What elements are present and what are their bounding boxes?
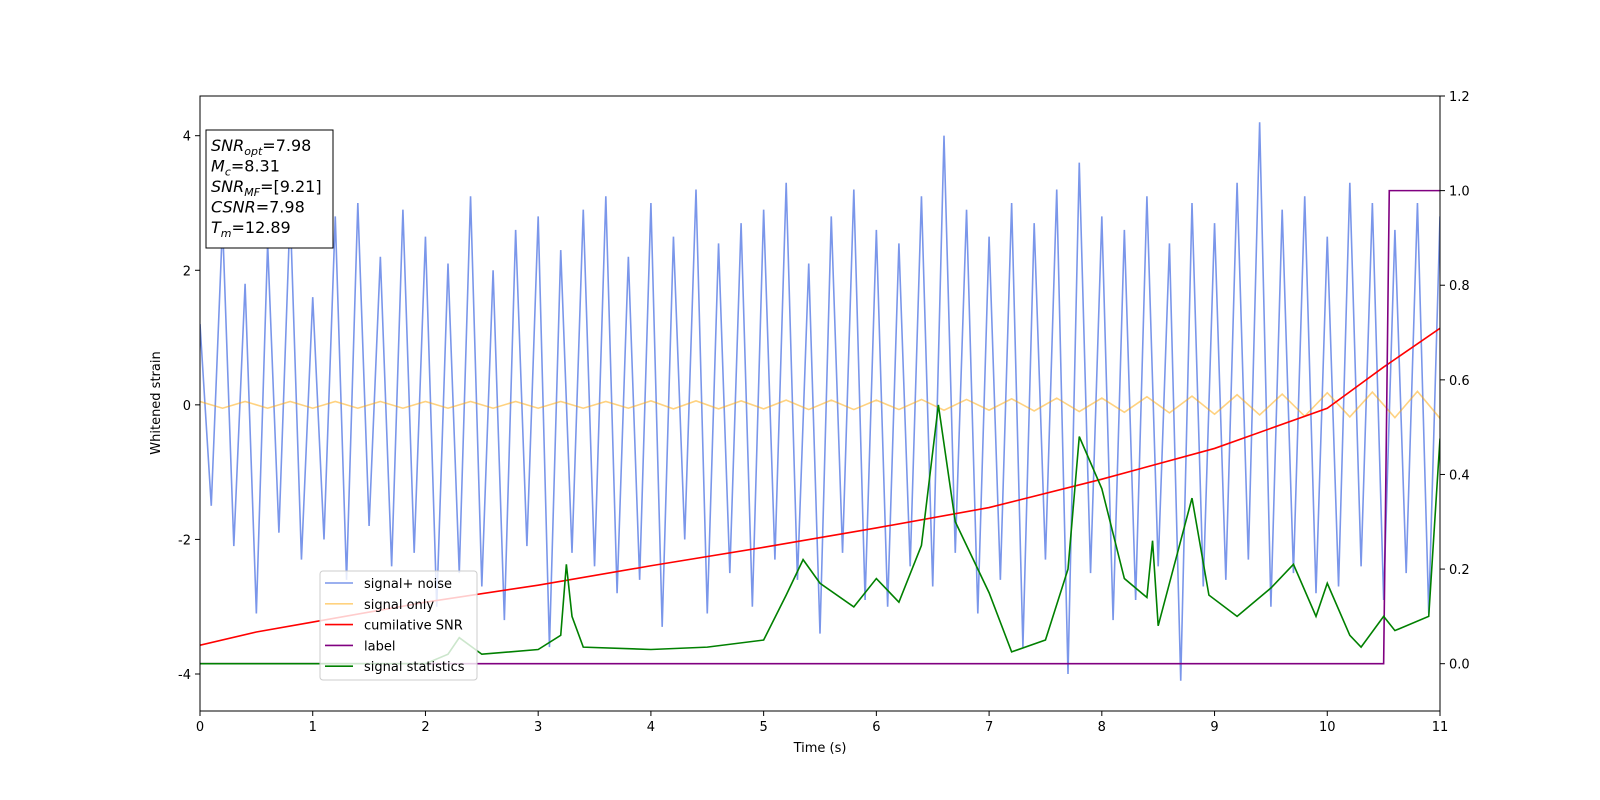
- y2-tick-label: 0.4: [1449, 468, 1470, 483]
- annotation-symbol: SNR: [211, 136, 244, 155]
- legend-label: signal only: [364, 598, 434, 613]
- x-tick-label: 2: [421, 720, 429, 735]
- x-tick-label: 9: [1210, 720, 1218, 735]
- annotation-symbol: CSNR: [211, 198, 256, 217]
- annotation-subscript: c: [225, 166, 231, 179]
- plot-frame: [199, 95, 1441, 712]
- y-tick-label: -2: [178, 533, 191, 548]
- legend-box: [319, 570, 478, 681]
- legend-label: label: [364, 639, 395, 654]
- x-tick-label: 11: [1432, 720, 1449, 735]
- y-axis-label: Whitened strain: [149, 351, 164, 454]
- series-line: [200, 390, 1440, 419]
- annotation-symbol: SNR: [211, 177, 244, 196]
- x-tick-label: 3: [534, 720, 542, 735]
- annotation-subscript: MF: [244, 186, 260, 199]
- annotation-value: =8.31: [231, 157, 280, 176]
- y-tick-label: -4: [178, 668, 191, 683]
- legend-label: signal statistics: [364, 660, 465, 675]
- legend-label: cumilative SNR: [364, 619, 463, 634]
- x-tick-label: 5: [759, 720, 767, 735]
- annotation-line: Mc=8.31: [211, 157, 280, 179]
- series-line: [200, 122, 1440, 681]
- x-tick-label: 1: [309, 720, 317, 735]
- annotation-subscript: opt: [244, 145, 263, 158]
- y-tick-label: 0: [183, 399, 191, 414]
- annotation-box: [205, 129, 334, 249]
- x-tick-label: 4: [647, 720, 655, 735]
- annotation-value: =[9.21]: [260, 177, 322, 196]
- series-line: [200, 189, 1440, 665]
- y2-tick-label: 0.6: [1449, 374, 1470, 389]
- x-tick-label: 6: [872, 720, 880, 735]
- annotation-line: CSNR=7.98: [211, 198, 305, 217]
- annotation-subscript: m: [221, 227, 232, 240]
- annotation-line: SNRopt=7.98: [211, 136, 311, 158]
- x-tick-label: 0: [196, 720, 204, 735]
- y-tick-label: 2: [183, 264, 191, 279]
- x-axis-label: Time (s): [793, 741, 847, 756]
- y2-tick-label: 0.0: [1449, 658, 1470, 673]
- y2-tick-label: 1.0: [1449, 185, 1470, 200]
- y-tick-label: 4: [183, 130, 191, 145]
- series-line: [200, 404, 1440, 665]
- x-tick-label: 10: [1319, 720, 1336, 735]
- x-tick-label: 7: [985, 720, 993, 735]
- annotation-value: =7.98: [262, 136, 311, 155]
- x-tick-label: 8: [1098, 720, 1106, 735]
- y2-tick-label: 0.8: [1449, 279, 1470, 294]
- annotation-symbol: T: [211, 218, 222, 237]
- legend-label: signal+ noise: [364, 577, 452, 592]
- y2-tick-label: 0.2: [1449, 563, 1470, 578]
- annotation-value: =12.89: [232, 218, 291, 237]
- annotation-line: Tm=12.89: [211, 218, 291, 240]
- annotation-value: =7.98: [256, 198, 305, 217]
- annotation-line: SNRMF=[9.21]: [211, 177, 322, 199]
- annotation-symbol: M: [211, 157, 225, 176]
- y2-tick-label: 1.2: [1449, 90, 1470, 105]
